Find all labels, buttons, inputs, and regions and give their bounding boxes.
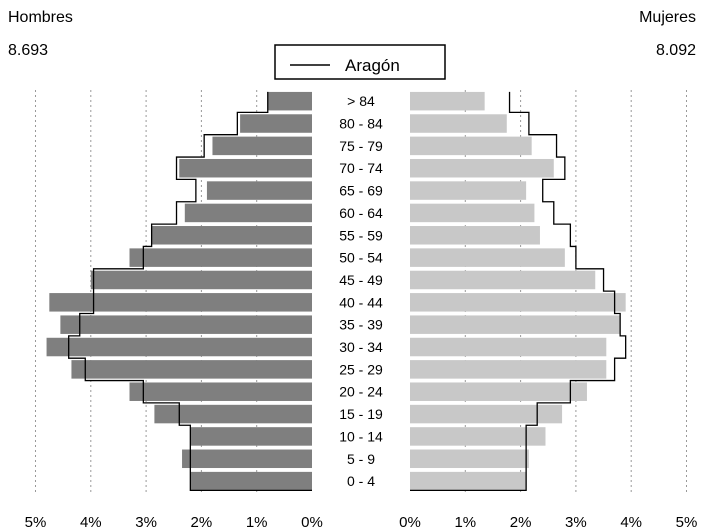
female-bar — [410, 136, 532, 156]
male-bar — [212, 136, 312, 156]
female-bar — [410, 337, 607, 357]
female-bar — [410, 404, 563, 424]
legend-label: Aragón — [345, 56, 400, 75]
x-tick-labels: 5% 4% 3% 2% 1% 0% 0% 1% 2% 3% 4% 5% — [25, 514, 698, 531]
x-tick-right: 0% — [399, 514, 421, 531]
female-bar — [410, 248, 565, 267]
legend: Aragón — [274, 44, 446, 80]
female-bar — [410, 270, 596, 290]
male-bar — [71, 360, 312, 379]
x-tick-left: 0% — [301, 514, 323, 531]
age-label: 20 - 24 — [339, 384, 383, 400]
age-label: 55 - 59 — [339, 227, 383, 243]
female-bar — [410, 293, 626, 312]
female-bar — [410, 449, 529, 469]
male-bar — [190, 427, 312, 446]
age-label: 10 - 14 — [339, 428, 383, 444]
legend-box — [274, 44, 446, 80]
grid-lines — [35, 90, 687, 493]
x-tick-left: 5% — [25, 514, 47, 531]
age-label: 0 - 4 — [347, 473, 375, 489]
age-label: 35 - 39 — [339, 317, 383, 333]
female-bar — [410, 226, 540, 245]
male-bar — [206, 181, 312, 200]
age-label: 30 - 34 — [339, 339, 383, 355]
male-bar — [129, 382, 312, 401]
age-label: 25 - 29 — [339, 361, 383, 377]
male-bar — [129, 248, 312, 267]
male-bar — [49, 293, 312, 312]
age-label: 70 - 74 — [339, 160, 383, 176]
age-label: 45 - 49 — [339, 272, 383, 288]
x-tick-right: 5% — [676, 514, 698, 531]
age-label: 75 - 79 — [339, 138, 383, 154]
age-label: 80 - 84 — [339, 116, 383, 132]
x-tick-right: 2% — [510, 514, 532, 531]
male-bar — [46, 337, 313, 357]
male-bar — [90, 270, 312, 290]
male-bar — [182, 449, 312, 469]
male-bars — [46, 91, 313, 491]
female-bar — [410, 382, 587, 401]
age-label: 50 - 54 — [339, 250, 383, 266]
age-label: 40 - 44 — [339, 294, 383, 310]
left-total: 8.693 — [8, 42, 49, 59]
male-bar — [240, 114, 312, 133]
right-title: Mujeres — [639, 9, 696, 26]
female-bar — [410, 114, 507, 133]
male-bar — [151, 226, 312, 245]
x-tick-left: 2% — [191, 514, 213, 531]
female-bar — [410, 360, 607, 379]
female-bar — [410, 203, 535, 223]
age-label: 5 - 9 — [347, 451, 375, 467]
x-tick-left: 1% — [246, 514, 268, 531]
age-label: 15 - 19 — [339, 406, 383, 422]
age-label: 65 - 69 — [339, 183, 383, 199]
right-total: 8.092 — [655, 42, 696, 59]
female-bar — [410, 91, 485, 111]
female-bar — [410, 158, 554, 178]
aragon-outline — [68, 91, 627, 492]
x-tick-right: 4% — [620, 514, 642, 531]
male-bar — [190, 471, 312, 491]
aragon-outline-female — [410, 91, 627, 492]
age-labels: > 84 80 - 84 75 - 79 70 - 74 65 - 69 60 - 64 5… — [339, 93, 383, 489]
male-bar — [60, 315, 313, 334]
x-tick-left: 4% — [80, 514, 102, 531]
female-bar — [410, 471, 527, 491]
female-bar — [410, 315, 621, 334]
age-label: 60 - 64 — [339, 205, 383, 221]
female-bar — [410, 181, 527, 200]
female-bars — [410, 91, 626, 491]
age-label: > 84 — [347, 93, 375, 109]
x-tick-right: 3% — [565, 514, 587, 531]
female-bar — [410, 427, 546, 446]
left-title: Hombres — [8, 9, 73, 26]
male-bar — [267, 91, 312, 111]
x-tick-right: 1% — [454, 514, 476, 531]
male-bar — [154, 404, 312, 424]
x-tick-left: 3% — [135, 514, 157, 531]
male-bar — [179, 158, 312, 178]
male-bar — [184, 203, 312, 223]
aragon-outline-male — [68, 91, 312, 492]
